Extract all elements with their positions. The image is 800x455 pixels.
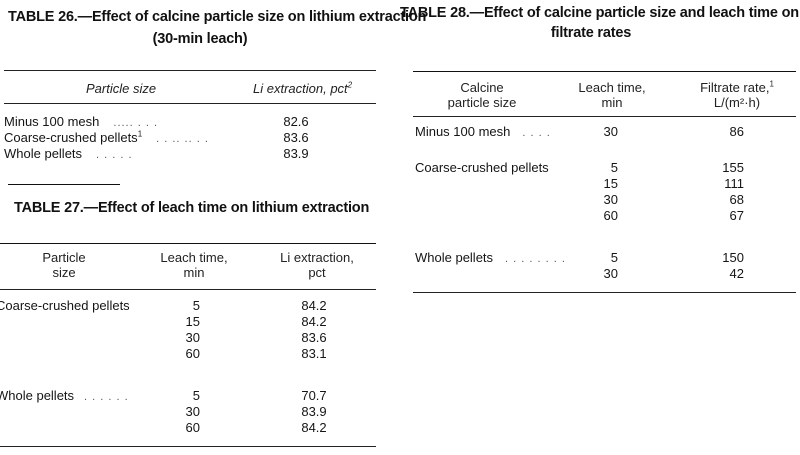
table26-row-particle-size: Whole pellets. . . . .: [4, 146, 133, 161]
table28-bottom-rule: [413, 292, 796, 293]
table27-li-extraction-cell: 84.2: [301, 298, 327, 313]
table26-title-line2: (30-min leach): [152, 31, 248, 47]
table28-leach-time-cell: 5: [610, 250, 618, 265]
table28-top-rule: [413, 71, 796, 72]
table26-row-particle-size: Coarse-crushed pellets1. . .. .. . .: [4, 129, 209, 145]
table28-leach-time-cell: 30: [603, 266, 618, 281]
table27-leach-time-cell: 5: [192, 298, 200, 313]
table27-top-rule: [0, 243, 376, 244]
table26-header-particle-size: Particle size: [86, 81, 157, 96]
table27-leach-time-cell: 30: [185, 330, 200, 345]
table28-group-label: Whole pellets. . . . . . . .: [415, 250, 566, 265]
table28-title-line1: TABLE 28.—Effect of calcine particle siz…: [400, 5, 799, 21]
table27-bottom-rule: [0, 446, 376, 447]
table26-header-rule: [4, 103, 376, 104]
table26-row-li-extraction: 83.9: [283, 146, 309, 161]
table28-filtrate-rate-cell: 42: [729, 266, 744, 281]
table27-header-li-extraction: Li extraction, pct: [280, 250, 354, 280]
table27-group-label: Coarse-crushed pellets: [0, 298, 130, 313]
table27-li-extraction-cell: 83.1: [301, 346, 327, 361]
table27-li-extraction-cell: 84.2: [301, 314, 327, 329]
table28-filtrate-rate-cell: 155: [722, 160, 744, 175]
table28-filtrate-rate-cell: 68: [729, 192, 744, 207]
table28-header-calcine: Calcine particle size: [447, 80, 517, 110]
table28-header-leach-time: Leach time, min: [578, 80, 646, 110]
table26-top-rule: [4, 70, 376, 71]
table27-header-rule: [0, 289, 376, 290]
table27-group-label: Whole pellets. . . . . .: [0, 388, 129, 403]
table28-leach-time-cell: 30: [603, 192, 618, 207]
table27-leach-time-cell: 5: [192, 388, 200, 403]
table27-li-extraction-cell: 83.6: [301, 330, 327, 345]
table26-row-li-extraction: 83.6: [283, 130, 309, 145]
table27-leach-time-cell: 15: [185, 314, 200, 329]
table28-group-label: Minus 100 mesh. . . .: [415, 124, 551, 139]
table27-leach-time-cell: 60: [185, 346, 200, 361]
table28-group-label: Coarse-crushed pellets: [415, 160, 549, 175]
table27-header-leach-time: Leach time, min: [160, 250, 228, 280]
table27-header-particle: Particle size: [42, 250, 86, 280]
table27-li-extraction-cell: 70.7: [301, 388, 327, 403]
table28-filtrate-rate-cell: 86: [729, 124, 744, 139]
table27-li-extraction-cell: 83.9: [301, 404, 327, 419]
table28-filtrate-rate-cell: 111: [724, 176, 744, 191]
table26-row-particle-size: Minus 100 mesh..... . . .: [4, 114, 159, 129]
table28-leach-time-cell: 30: [603, 124, 618, 139]
table26-title-line1: TABLE 26.—Effect of calcine particle siz…: [8, 9, 427, 25]
table27-title: TABLE 27.—Effect of leach time on lithiu…: [14, 200, 370, 216]
table28-header-rule: [413, 116, 796, 117]
table26-header-li-extraction: Li extraction, pct2: [253, 80, 353, 96]
table28-leach-time-cell: 15: [603, 176, 618, 191]
table28-title-line2: filtrate rates: [550, 25, 632, 41]
table27-leach-time-cell: 60: [185, 420, 200, 435]
table27-leach-time-cell: 30: [185, 404, 200, 419]
table28-leach-time-cell: 5: [610, 160, 618, 175]
table28-filtrate-rate-cell: 150: [722, 250, 744, 265]
table28-header-filtrate-rate: Filtrate rate,1 L/(m²·h): [700, 79, 774, 110]
table27-li-extraction-cell: 84.2: [301, 420, 327, 435]
table26-end-rule: [8, 184, 120, 185]
table26-row-li-extraction: 82.6: [283, 114, 309, 129]
table28-leach-time-cell: 60: [603, 208, 618, 223]
table28-filtrate-rate-cell: 67: [729, 208, 744, 223]
